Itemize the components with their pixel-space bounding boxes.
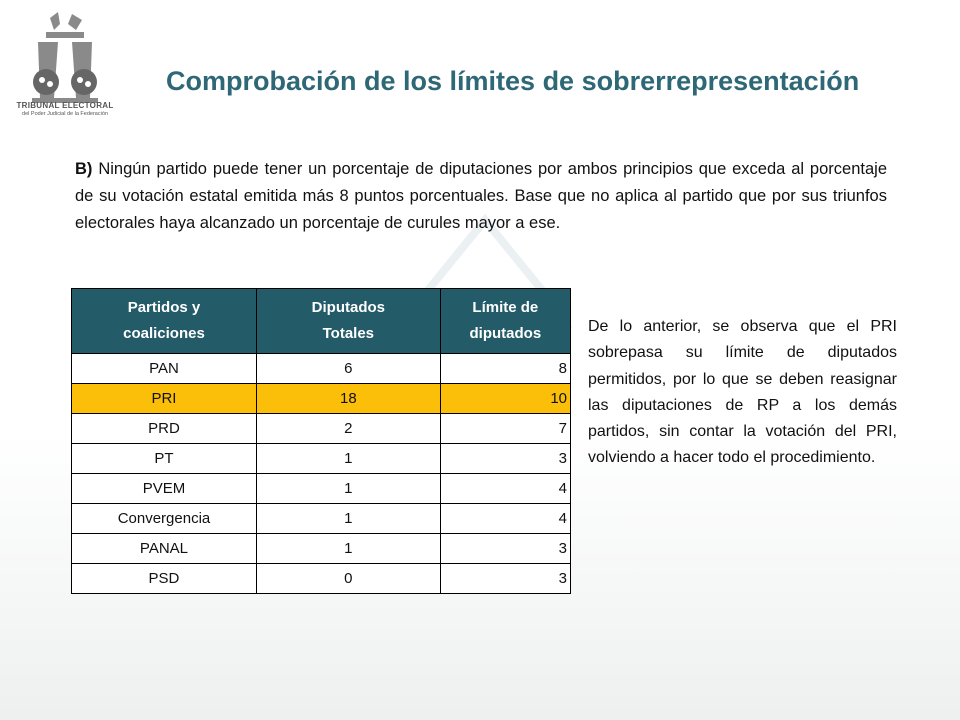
table-row: Convergencia 1 4	[71, 503, 572, 534]
party-cell: PANAL	[71, 533, 257, 564]
table-row-highlighted: PRI 18 10	[71, 383, 572, 414]
rule-text: Ningún partido puede tener un porcentaje…	[75, 160, 887, 232]
table-row: PT 1 3	[71, 443, 572, 474]
table-row: PANAL 1 3	[71, 533, 572, 564]
header-deputy-limit: Límite de diputados	[439, 288, 572, 354]
limit-cell: 3	[439, 533, 572, 564]
total-cell: 6	[255, 353, 441, 384]
rule-label: B)	[75, 160, 93, 178]
logo-caption-line2: del Poder Judicial de la Federación	[22, 110, 108, 117]
table-row: PSD 0 3	[71, 563, 572, 594]
party-cell: PVEM	[71, 473, 257, 504]
logo-caption-line1: TRIBUNAL ELECTORAL	[16, 101, 114, 110]
limit-cell: 3	[439, 563, 572, 594]
header-parties: Partidos y coaliciones	[71, 288, 257, 354]
party-cell: PAN	[71, 353, 257, 384]
party-cell: Convergencia	[71, 503, 257, 534]
limit-cell: 4	[439, 503, 572, 534]
party-cell: PSD	[71, 563, 257, 594]
total-cell: 18	[255, 383, 441, 414]
limit-cell: 3	[439, 443, 572, 474]
limit-cell: 10	[439, 383, 572, 414]
total-cell: 1	[255, 503, 441, 534]
limit-cell: 8	[439, 353, 572, 384]
total-cell: 1	[255, 473, 441, 504]
limit-cell: 7	[439, 413, 572, 444]
table-header-row: Partidos y coaliciones Diputados Totales L…	[71, 288, 572, 354]
tribunal-electoral-logo	[32, 12, 98, 103]
total-cell: 2	[255, 413, 441, 444]
logo-caption: TRIBUNAL ELECTORAL del Poder Judicial de…	[10, 101, 120, 117]
conclusion-note: De lo anterior, se observa que el PRI so…	[588, 318, 897, 467]
table-row: PVEM 1 4	[71, 473, 572, 504]
party-cell: PRD	[71, 413, 257, 444]
header-total-deputies: Diputados Totales	[255, 288, 441, 354]
total-cell: 1	[255, 443, 441, 474]
limit-cell: 4	[439, 473, 572, 504]
table-row: PRD 2 7	[71, 413, 572, 444]
slide-title: Comprobación de los límites de sobrerrep…	[166, 66, 860, 96]
party-cell: PT	[71, 443, 257, 474]
total-cell: 0	[255, 563, 441, 594]
rule-paragraph: B) Ningún partido puede tener un porcent…	[75, 156, 887, 237]
party-cell: PRI	[71, 383, 257, 414]
table-row: PAN 6 8	[71, 353, 572, 384]
total-cell: 1	[255, 533, 441, 564]
limits-table: Partidos y coaliciones Diputados Totales L…	[71, 288, 572, 594]
